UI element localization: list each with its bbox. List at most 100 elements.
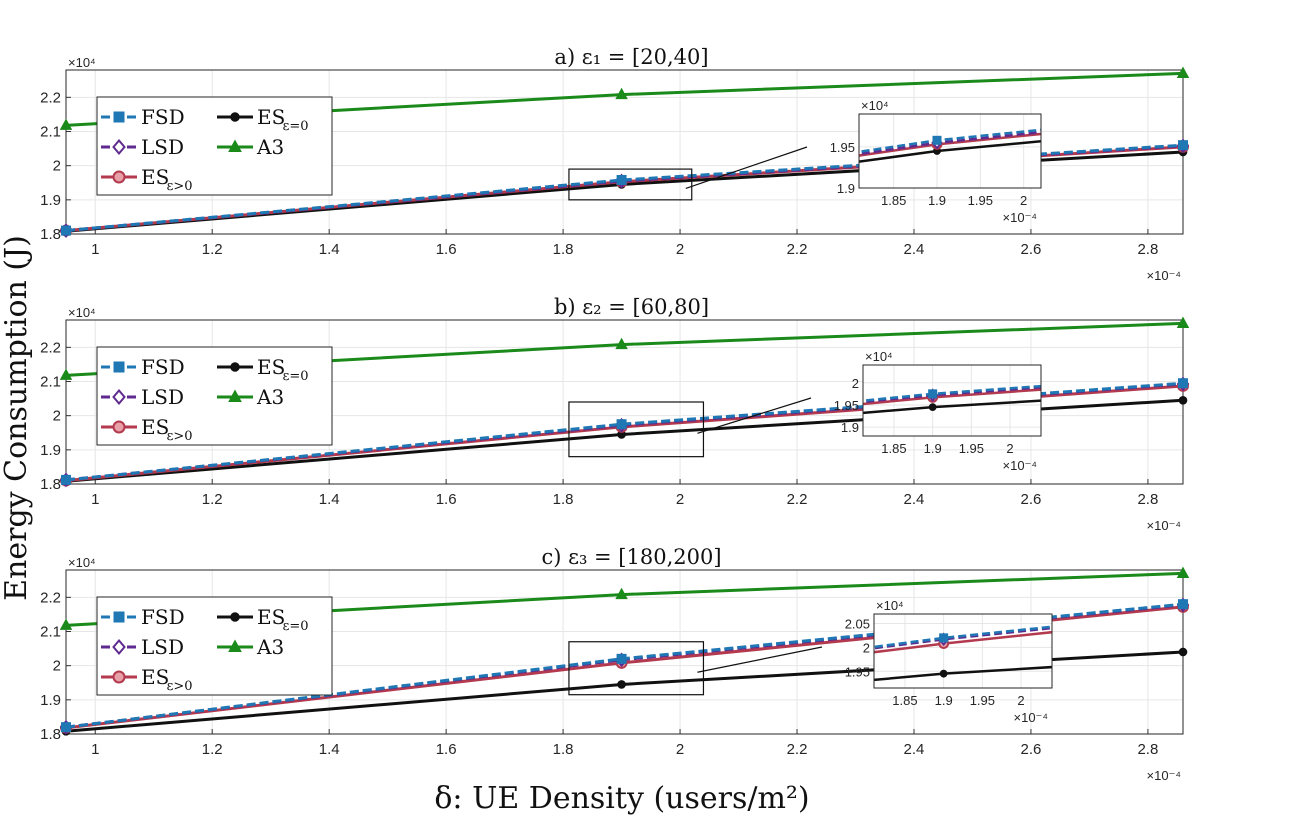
inset-y-tick-label: 2 [863,640,870,655]
legend-label: LSD [141,385,184,409]
inset-x-tick-label: 1.9 [928,193,946,208]
x-tick-label: 2.8 [1137,491,1158,508]
y-exponent-label: ×10⁴ [68,555,96,570]
inset-x-tick-label: 2 [1020,193,1027,208]
legend-label: ES [141,415,169,439]
data-point-FSD [61,474,71,485]
y-tick-label: 1.9 [40,442,61,459]
legend-marker [112,170,126,184]
zoom-region-box [568,641,705,696]
panel-title: c) ε₃ = [180,200] [541,545,721,569]
inset-x-tick-label: 1.85 [881,441,906,456]
inset-border [862,364,1042,437]
legend-label: LSD [141,635,184,659]
chart-panel-2: 1 1.2 1.4 1.6 1.8 2 2.2 2.4 2.6 2.8 1.8 1.9 2 2.1 2.2 ×… [40,295,1190,533]
legend-marker [228,639,242,652]
x-tick-label: 2.8 [1137,241,1158,258]
x-tick-label: 1.2 [202,741,223,758]
legend-label: ES [257,355,285,379]
legend-subscript: ε>0 [167,679,193,694]
data-point-ES0 [617,680,626,689]
y-tick-label: 1.9 [40,692,61,709]
x-tick-label: 2 [676,241,684,258]
legend-box [96,96,333,196]
x-tick-label: 2 [676,741,684,758]
legend-marker [112,138,126,156]
legend-label: A3 [256,635,284,659]
inset-x-tick-label: 2 [1017,693,1024,708]
y-tick-label: 2.1 [40,624,61,641]
data-point-A3 [59,118,73,130]
data-point-ES0 [1178,395,1188,405]
x-tick-label: 2.4 [904,491,925,508]
y-axis-label: Energy Consumption (J) [0,235,34,601]
x-tick-label: 1.6 [436,491,457,508]
data-point-FSD [1178,599,1188,610]
legend-marker [228,389,242,402]
inset-x-tick-label: 1.85 [892,693,917,708]
data-point-A3 [1176,566,1190,578]
legend-label: FSD [141,605,185,629]
legend-marker [113,111,125,123]
y-exponent-label: ×10⁴ [68,305,96,320]
zoom-region-box [568,401,705,458]
legend-label: LSD [141,135,184,159]
data-point-A3 [615,337,628,350]
x-tick-label: 1.8 [553,241,574,258]
legend-marker [228,139,242,152]
x-tick-label: 2.2 [787,741,808,758]
y-tick-label: 2 [53,158,61,175]
inset-border [873,613,1053,689]
x-tick-label: 2 [676,491,684,508]
legend-label: ES [141,665,169,689]
legend-subscript: ε>0 [167,429,193,444]
y-tick-label: 1.8 [40,476,61,493]
x-exponent-label: ×10⁻⁴ [1147,768,1182,783]
legend-marker [230,612,240,622]
x-tick-label: 1.8 [553,741,574,758]
x-axis-label: δ: UE Density (users/m²) [434,781,809,816]
data-point-FSD [61,225,71,236]
x-tick-label: 2.8 [1137,741,1158,758]
legend-subscript: ε=0 [283,119,309,134]
legend-box [96,596,333,696]
legend-marker [112,420,126,434]
y-tick-label: 1.8 [40,726,61,743]
legend-marker [112,670,126,684]
x-tick-label: 1.8 [553,491,574,508]
inset-x-tick-label: 1.95 [968,193,993,208]
data-point-FSD [1178,378,1188,389]
inset-series [874,625,1052,682]
inset-x-tick-label: 1.9 [935,693,953,708]
data-point-A3 [1176,316,1190,328]
inset-y-tick-label: 1.95 [834,398,859,413]
inset-y-tick-label: 1.9 [841,420,859,435]
inset-x-tick-label: 1.95 [959,441,984,456]
inset-data-point-ES0 [939,669,948,678]
y-tick-label: 2 [53,408,61,425]
legend-label: A3 [256,385,284,409]
legend-subscript: ε=0 [283,369,309,384]
x-tick-label: 2.6 [1021,741,1042,758]
panel-title: b) ε₂ = [60,80] [554,295,709,319]
legend-label: ES [141,165,169,189]
y-tick-label: 1.9 [40,192,61,209]
series-line-FSD [65,143,1184,233]
inset-series [863,384,1041,415]
x-tick-label: 1 [91,241,99,258]
data-point-A3 [59,618,73,630]
x-tick-label: 1.4 [319,491,340,508]
legend-marker [112,388,126,406]
y-exponent-label: ×10⁴ [68,55,96,70]
zoom-connector-line [685,146,808,190]
x-tick-label: 2.4 [904,741,925,758]
data-point-FSD [61,722,71,733]
data-point-FSD [616,653,627,664]
inset-data-point-ES0 [928,403,937,412]
x-tick-label: 1.2 [202,491,223,508]
legend-marker [112,638,126,656]
x-tick-label: 1.6 [436,741,457,758]
